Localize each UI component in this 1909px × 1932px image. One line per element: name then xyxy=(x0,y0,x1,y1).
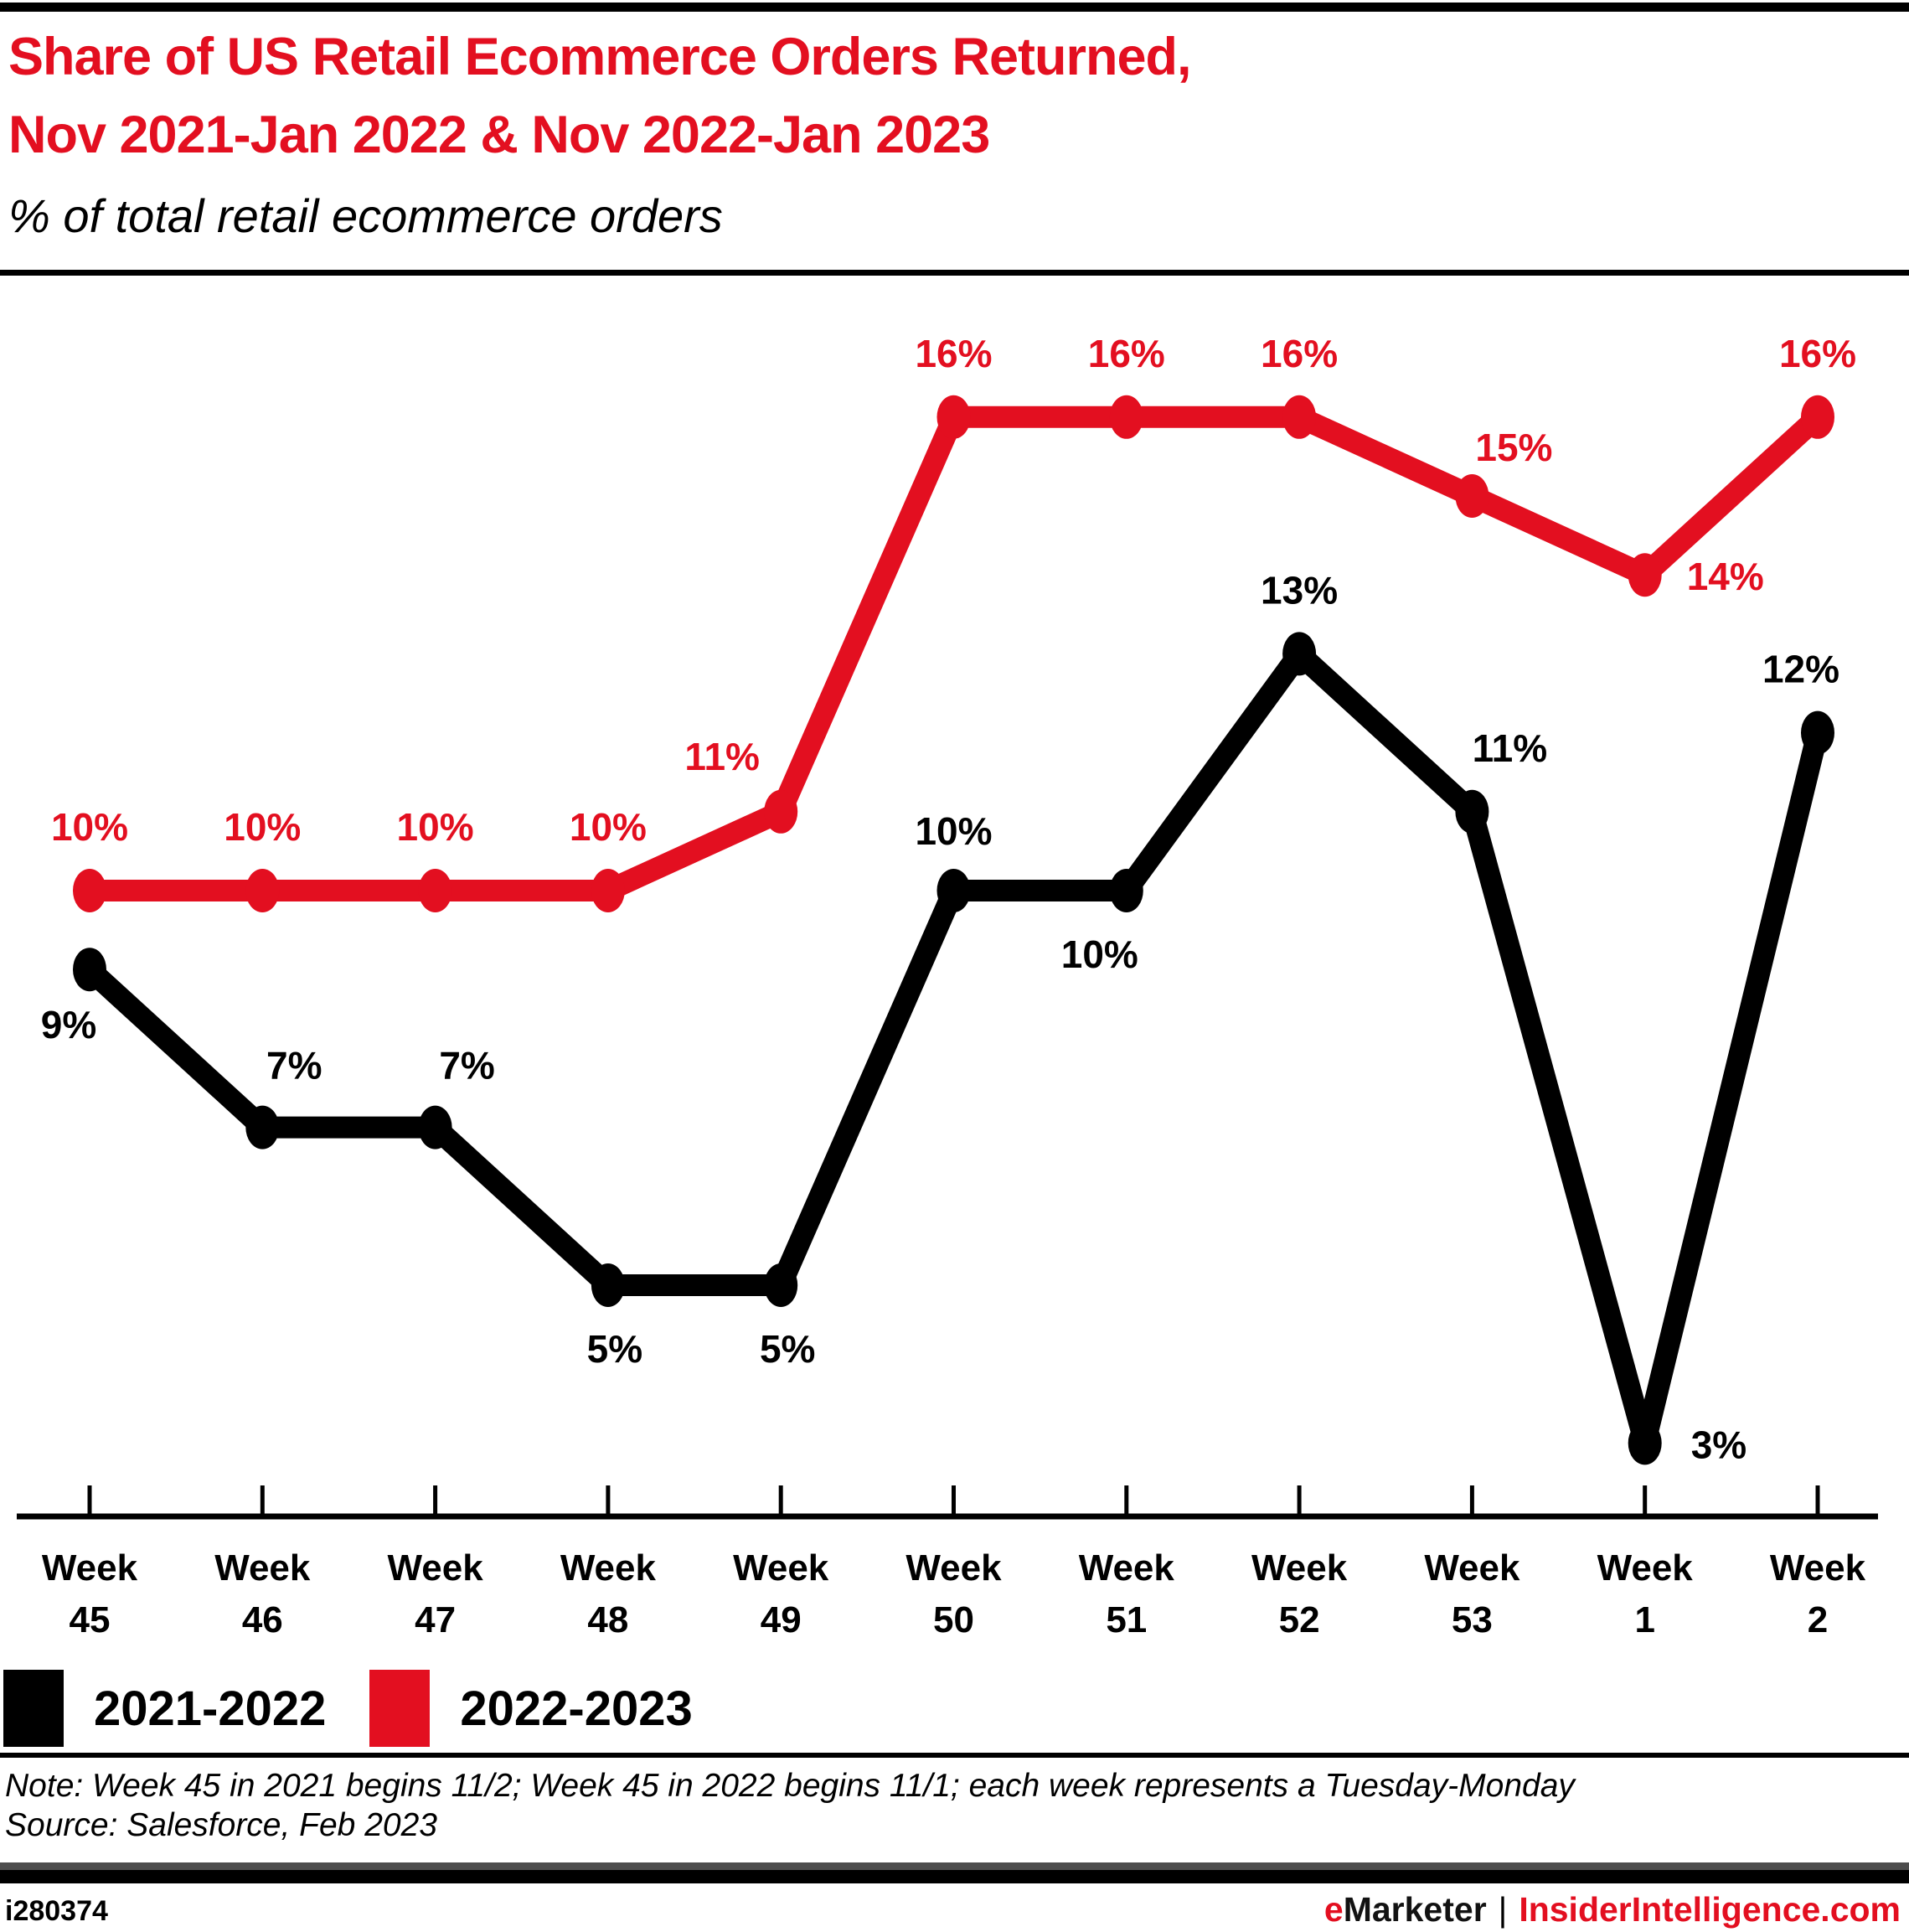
x-tick-label: 50 xyxy=(933,1599,974,1640)
data-point xyxy=(73,948,106,992)
data-label: 11% xyxy=(684,735,760,778)
data-label: 5% xyxy=(760,1327,815,1371)
title-divider xyxy=(0,270,1909,276)
x-tick-label-prefix: Week xyxy=(42,1547,138,1588)
data-label: 7% xyxy=(266,1044,322,1087)
data-label: 5% xyxy=(587,1327,642,1371)
data-label: 12% xyxy=(1762,648,1839,691)
footer-bar-gray xyxy=(0,1862,1909,1870)
x-tick-label: 45 xyxy=(70,1599,111,1640)
x-tick-label-prefix: Week xyxy=(1770,1547,1866,1588)
x-tick-label: 46 xyxy=(242,1599,283,1640)
chart-subtitle: % of total retail ecommerce orders xyxy=(8,189,723,242)
legend-swatch-2021-2022 xyxy=(3,1670,64,1747)
data-label: 11% xyxy=(1473,726,1548,770)
x-tick-label-prefix: Week xyxy=(905,1547,1002,1588)
data-point xyxy=(1282,395,1317,439)
data-label: 16% xyxy=(1261,332,1338,375)
data-label: 10% xyxy=(397,805,474,849)
x-tick-label: 52 xyxy=(1279,1599,1320,1640)
data-point xyxy=(1801,395,1834,439)
data-label: 10% xyxy=(915,809,992,853)
data-point xyxy=(1109,395,1143,439)
data-label: 13% xyxy=(1261,568,1338,612)
brand-emarketer-e: e xyxy=(1323,1890,1344,1929)
x-tick-label-prefix: Week xyxy=(1597,1547,1694,1588)
x-tick-label: 2 xyxy=(1808,1599,1828,1640)
data-point xyxy=(764,789,798,834)
x-tick-label-prefix: Week xyxy=(733,1547,829,1588)
x-tick-label-prefix: Week xyxy=(1079,1547,1175,1588)
title-line-2: Nov 2021-Jan 2022 & Nov 2022-Jan 2023 xyxy=(8,106,990,164)
data-point xyxy=(1109,869,1143,912)
data-point xyxy=(936,869,971,912)
x-tick-label-prefix: Week xyxy=(214,1547,311,1588)
brand-emarketer-rest: Marketer xyxy=(1343,1890,1487,1929)
data-label: 3% xyxy=(1691,1423,1746,1466)
data-label: 14% xyxy=(1687,555,1764,598)
brand-logo: eMarketer | InsiderIntelligence.com xyxy=(1324,1890,1901,1929)
note-text: Note: Week 45 in 2021 begins 11/2; Week … xyxy=(5,1768,1575,1804)
x-tick-label-prefix: Week xyxy=(560,1547,657,1588)
x-tick-label: 47 xyxy=(415,1599,456,1640)
legend-swatch-2022-2023 xyxy=(369,1670,431,1747)
footer-chart-id: i280374 xyxy=(5,1895,108,1927)
data-label: 15% xyxy=(1475,426,1552,469)
data-point xyxy=(591,1263,625,1307)
x-tick-label: 53 xyxy=(1452,1599,1493,1640)
data-label: 10% xyxy=(570,805,647,849)
x-tick-label: 49 xyxy=(761,1599,802,1640)
x-tick-label-prefix: Week xyxy=(1424,1547,1520,1588)
title-line-1: Share of US Retail Ecommerce Orders Retu… xyxy=(8,28,1191,86)
data-label: 10% xyxy=(1061,932,1138,976)
data-label: 16% xyxy=(1779,332,1856,375)
data-label: 10% xyxy=(224,805,301,849)
data-point xyxy=(764,1263,798,1307)
data-point xyxy=(1628,553,1662,597)
line-chart: Week 45 Week 46 Week 47 Week 48 Week 49 Week 50 Week… xyxy=(17,332,1878,1640)
data-label: 16% xyxy=(1088,332,1165,375)
brand-site: InsiderIntelligence.com xyxy=(1519,1890,1901,1929)
data-point xyxy=(1801,710,1834,755)
data-label: 10% xyxy=(51,805,128,849)
data-point xyxy=(245,869,280,912)
data-label: 9% xyxy=(41,1003,96,1046)
page-title: Share of US Retail Ecommerce Orders Retu… xyxy=(8,18,1191,174)
legend-label-2021-2022: 2021-2022 xyxy=(94,1681,327,1736)
data-point xyxy=(418,1105,452,1149)
top-accent-bar xyxy=(0,3,1909,12)
data-label: 7% xyxy=(439,1044,494,1087)
data-point xyxy=(1282,632,1317,676)
data-point xyxy=(1628,1421,1662,1465)
source-text: Source: Salesforce, Feb 2023 xyxy=(5,1807,437,1843)
series-line xyxy=(82,643,1829,1454)
data-point xyxy=(1455,789,1489,834)
data-point xyxy=(73,869,106,912)
brand-separator: | xyxy=(1498,1890,1508,1929)
footnote-divider xyxy=(0,1753,1909,1758)
data-point xyxy=(1455,474,1489,518)
x-tick-label-prefix: Week xyxy=(388,1547,484,1588)
legend-label-2022-2023: 2022-2023 xyxy=(460,1681,693,1736)
legend: 2021-2022 2022-2023 xyxy=(3,1670,736,1747)
x-tick-label-prefix: Week xyxy=(1251,1547,1348,1588)
x-tick-label: 51 xyxy=(1106,1599,1147,1640)
data-point xyxy=(936,395,971,439)
x-tick-label: 48 xyxy=(587,1599,628,1640)
data-point xyxy=(591,869,625,912)
data-label: 16% xyxy=(915,332,992,375)
data-point xyxy=(418,869,452,912)
data-point xyxy=(245,1105,280,1149)
footer-bar-black xyxy=(0,1870,1909,1883)
x-tick-label: 1 xyxy=(1634,1599,1654,1640)
